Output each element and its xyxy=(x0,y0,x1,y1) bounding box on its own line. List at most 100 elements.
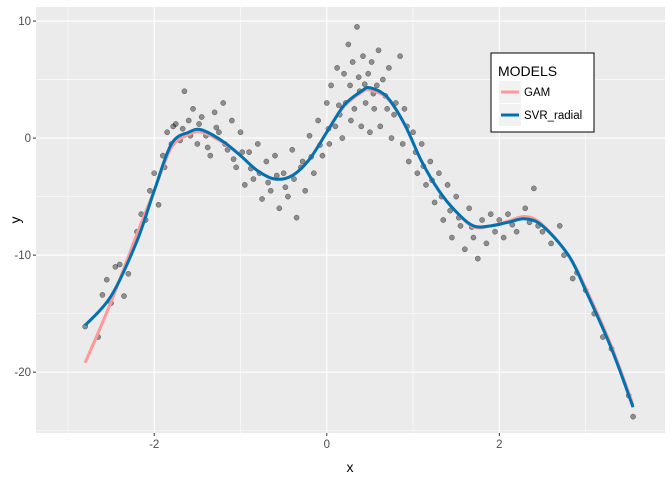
legend-title: MODELS xyxy=(498,63,557,79)
data-point xyxy=(204,144,211,151)
data-point xyxy=(500,234,507,241)
data-point xyxy=(116,261,123,268)
data-point xyxy=(436,170,442,177)
data-point xyxy=(474,255,481,262)
data-point xyxy=(405,158,412,165)
data-point xyxy=(380,76,386,83)
data-point xyxy=(291,176,297,182)
data-point xyxy=(391,111,397,118)
data-point xyxy=(282,184,289,191)
y-tick-label: 10 xyxy=(18,16,31,28)
legend: MODELS GAM SVR_radial xyxy=(490,52,595,133)
data-point xyxy=(457,223,464,229)
data-point xyxy=(375,47,382,54)
data-point xyxy=(198,114,205,120)
data-point xyxy=(569,275,576,282)
legend-label-svr: SVR_radial xyxy=(524,110,582,122)
data-point xyxy=(470,234,477,241)
data-point xyxy=(293,214,300,221)
data-point xyxy=(440,217,447,223)
data-point xyxy=(233,164,240,171)
data-point xyxy=(427,158,434,165)
data-point xyxy=(548,240,554,247)
data-point xyxy=(371,105,378,112)
data-point xyxy=(453,193,460,200)
data-point xyxy=(323,100,330,106)
data-point xyxy=(181,88,188,95)
x-tick-label: 0 xyxy=(324,439,330,451)
data-point xyxy=(345,41,352,48)
data-point xyxy=(332,123,339,130)
data-point xyxy=(263,158,270,165)
data-point xyxy=(418,141,425,147)
data-point xyxy=(155,201,162,208)
data-point xyxy=(280,170,287,177)
data-point xyxy=(315,117,321,124)
data-point xyxy=(299,158,306,165)
data-point xyxy=(220,100,227,106)
data-point xyxy=(461,246,468,253)
data-point xyxy=(112,263,119,270)
data-point xyxy=(358,123,365,130)
data-point xyxy=(531,185,537,192)
data-point xyxy=(125,270,132,277)
data-point xyxy=(447,207,454,214)
data-point xyxy=(328,82,334,89)
data-point xyxy=(164,129,170,136)
data-point xyxy=(410,129,416,136)
data-point xyxy=(216,129,222,136)
data-point xyxy=(179,125,186,132)
data-point xyxy=(386,65,392,71)
data-point xyxy=(250,176,257,182)
y-axis-label: y xyxy=(7,217,23,224)
data-point xyxy=(276,205,283,212)
data-point xyxy=(397,53,403,60)
data-point xyxy=(505,211,511,217)
data-point xyxy=(289,146,296,153)
data-point xyxy=(388,135,395,141)
data-point xyxy=(103,276,110,283)
data-point xyxy=(355,74,362,81)
data-point xyxy=(539,228,546,235)
data-point xyxy=(449,234,455,241)
data-point xyxy=(522,205,529,212)
data-point xyxy=(360,53,366,60)
x-tick-label: -2 xyxy=(149,439,159,451)
grid xyxy=(36,7,665,433)
data-point xyxy=(513,228,520,235)
data-point xyxy=(254,141,261,147)
data-point xyxy=(362,100,369,106)
data-point xyxy=(306,132,313,139)
data-point xyxy=(479,217,485,223)
data-point xyxy=(239,149,246,155)
data-point xyxy=(151,170,158,177)
series-line-svr-radial xyxy=(84,85,635,408)
data-point xyxy=(267,187,274,194)
data-point xyxy=(349,59,356,65)
data-point xyxy=(351,105,358,112)
y-tick-label: -20 xyxy=(14,367,31,379)
data-point xyxy=(213,124,220,131)
scatter-points xyxy=(82,24,636,420)
x-axis-label: x xyxy=(347,459,354,475)
data-point xyxy=(190,105,196,112)
data-point xyxy=(273,172,280,179)
x-tick-label: 2 xyxy=(496,439,502,451)
data-point xyxy=(348,117,354,124)
data-point xyxy=(556,223,563,229)
data-point xyxy=(377,123,384,130)
data-point xyxy=(414,170,421,177)
data-point xyxy=(211,109,218,116)
y-tick-label: 0 xyxy=(25,133,31,145)
data-point xyxy=(341,70,347,77)
data-point xyxy=(347,82,353,89)
data-point xyxy=(444,182,451,188)
data-point xyxy=(319,152,326,159)
data-point xyxy=(368,59,375,65)
data-point xyxy=(241,182,248,188)
data-point xyxy=(194,141,201,147)
data-point xyxy=(492,228,498,235)
data-point xyxy=(365,70,372,77)
